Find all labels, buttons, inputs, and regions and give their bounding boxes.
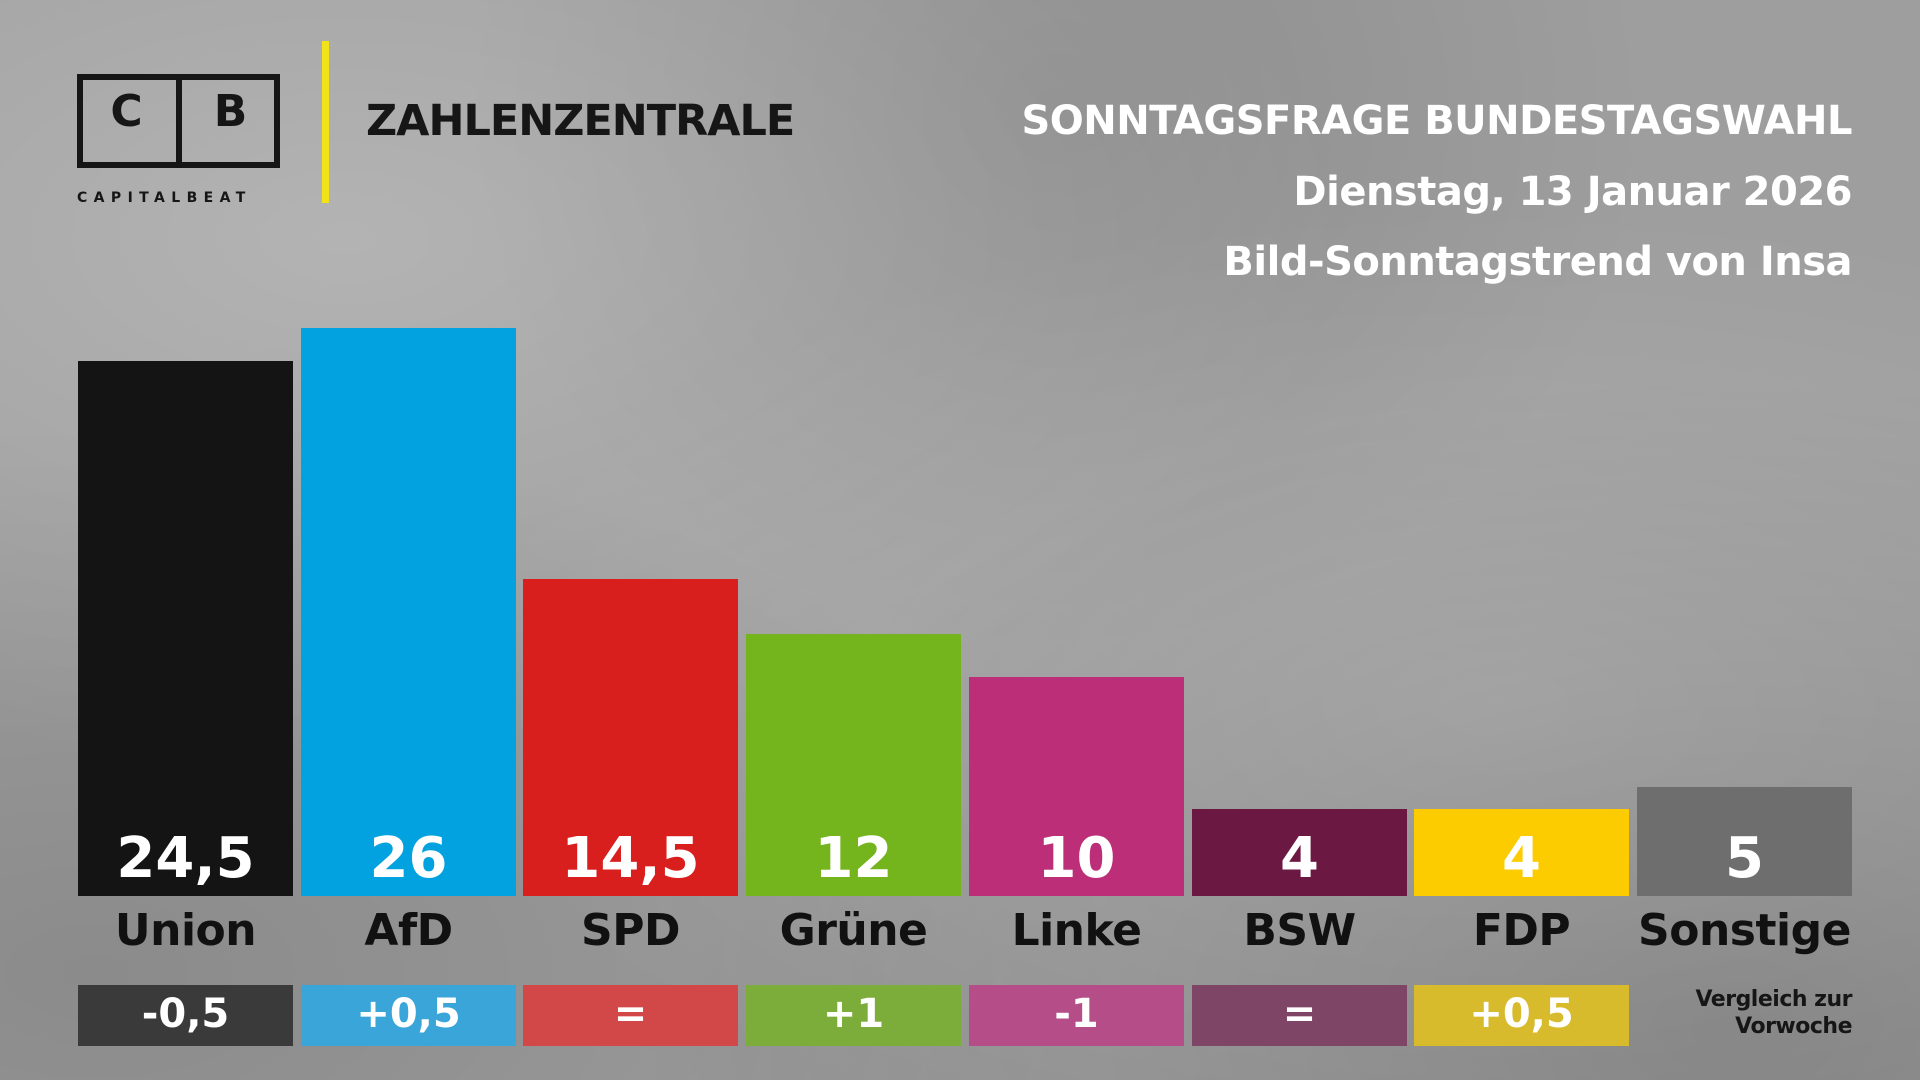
change-box-bsw [1192, 985, 1407, 1046]
bar-linke [969, 677, 1184, 896]
change-box-spd [523, 985, 738, 1046]
change-label-bsw: = [1282, 991, 1317, 1037]
value-label-afd: 26 [369, 826, 448, 891]
capitalbeat-logo: C B [77, 74, 280, 168]
brand-title: ZAHLENZENTRALE [366, 96, 795, 146]
category-label-fdp: FDP [1472, 905, 1571, 956]
change-box-gruene [746, 985, 961, 1046]
category-label-bsw: BSW [1243, 905, 1356, 956]
category-label-union: Union [114, 905, 257, 956]
value-label-union: 24,5 [116, 826, 255, 891]
chart-title: SONNTAGSFRAGE BUNDESTAGSWAHL [1021, 98, 1852, 144]
comparison-note: Vergleich zur Vorwoche [1695, 987, 1852, 1039]
value-label-gruene: 12 [814, 826, 893, 891]
value-label-linke: 10 [1037, 826, 1116, 891]
change-box-fdp [1414, 985, 1629, 1046]
change-label-fdp: +0,5 [1469, 991, 1574, 1037]
bar-fdp [1414, 809, 1629, 896]
category-label-afd: AfD [364, 905, 453, 956]
header-divider [322, 41, 329, 203]
category-label-linke: Linke [1011, 905, 1142, 956]
category-label-sonstige: Sonstige [1638, 905, 1851, 956]
bar-gruene [746, 634, 961, 896]
change-label-gruene: +1 [822, 991, 885, 1037]
bar-union [78, 361, 293, 896]
bar-bsw [1192, 809, 1407, 896]
change-box-union [78, 985, 293, 1046]
change-label-afd: +0,5 [356, 991, 461, 1037]
bar-afd [301, 328, 516, 896]
logo-divider [176, 74, 182, 168]
category-label-gruene: Grüne [779, 905, 928, 956]
change-box-afd [301, 985, 516, 1046]
logo-letter-b: B [213, 86, 248, 137]
logo-letter-c: C [110, 86, 143, 137]
bar-spd [523, 579, 738, 896]
chart-source: Bild-Sonntagstrend von Insa [1223, 239, 1852, 285]
value-label-sonstige: 5 [1725, 826, 1764, 891]
chart-date: Dienstag, 13 Januar 2026 [1293, 169, 1852, 215]
bar-sonstige [1637, 787, 1852, 896]
value-label-bsw: 4 [1280, 826, 1319, 891]
change-box-linke [969, 985, 1184, 1046]
value-label-fdp: 4 [1502, 826, 1541, 891]
category-label-spd: SPD [581, 905, 680, 956]
logo-subtitle: CAPITALBEAT [77, 190, 252, 206]
change-label-spd: = [613, 991, 648, 1037]
change-label-linke: -1 [1054, 991, 1099, 1037]
value-label-spd: 14,5 [561, 826, 700, 891]
change-label-union: -0,5 [141, 991, 230, 1037]
